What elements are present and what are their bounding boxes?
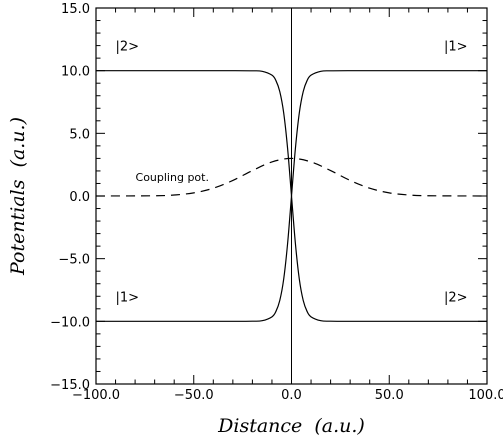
x-tick-label: −50.0: [174, 388, 214, 403]
y-tick-label: 5.0: [69, 127, 90, 142]
tick-labels: −100.0 −50.0 0.0 50.0 100.0 −15.0 −10.0 −5.0 0.0…: [50, 2, 503, 403]
y-tick-label: 10.0: [61, 65, 90, 80]
x-tick-label: 0.0: [281, 388, 302, 403]
coupling-potential-line: [95, 157, 488, 197]
x-axis-label: Distance (a.u.): [217, 415, 365, 437]
y-tick-label: 15.0: [61, 2, 90, 17]
y-tick-label: −10.0: [50, 315, 90, 330]
y-tick-label: −15.0: [50, 378, 90, 393]
annotation-label: |1>: [116, 290, 140, 305]
y-tick-label: −5.0: [58, 253, 90, 268]
annotation-label: |2>: [444, 290, 468, 305]
state-potential-line-2: [96, 70, 487, 322]
y-tick-label: 0.0: [69, 190, 90, 205]
series-group: [95, 70, 488, 322]
annotation-label: |1>: [444, 40, 468, 55]
y-axis-label: Potentials (a.u.): [7, 117, 29, 276]
plot-frame: [95, 7, 488, 385]
x-tick-label: 100.0: [468, 388, 503, 403]
x-tick-label: 50.0: [375, 388, 404, 403]
annotations: |2> |1> |1> |2> Coupling pot.: [116, 40, 468, 306]
annotation-label: Coupling pot.: [136, 171, 209, 184]
x-tick-label: −100.0: [72, 388, 120, 403]
annotation-label: |2>: [116, 40, 140, 55]
